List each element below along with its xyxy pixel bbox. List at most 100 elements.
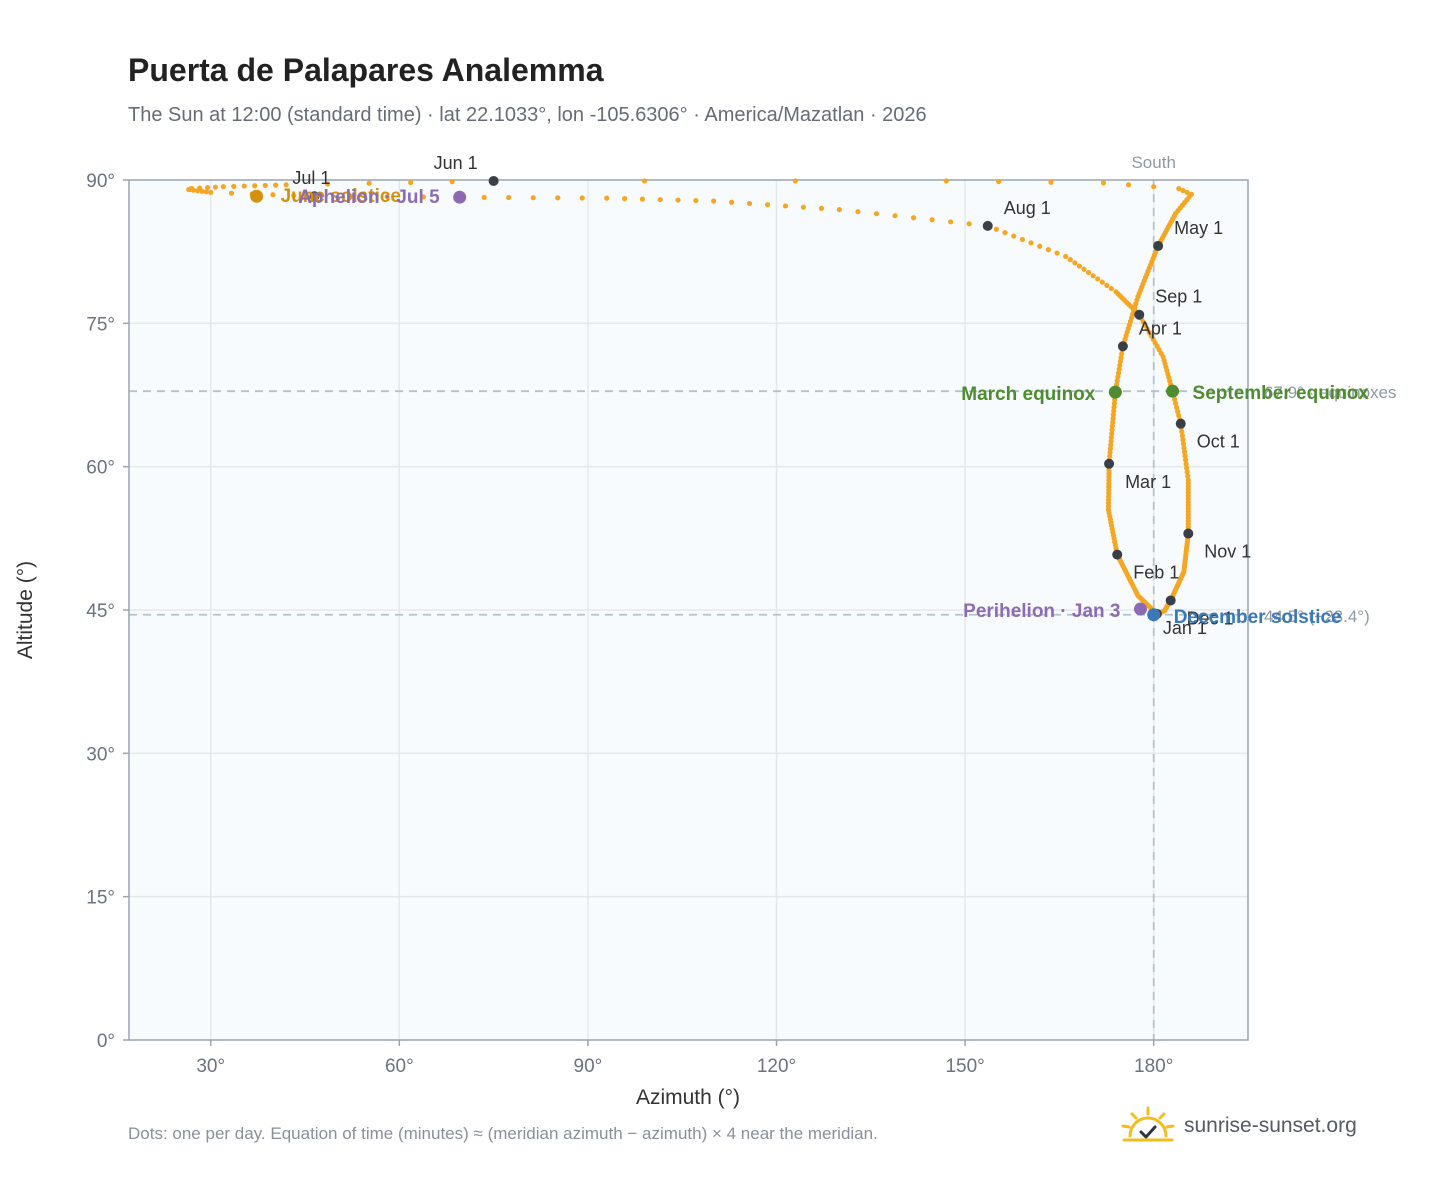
analemma-day-dot (555, 195, 561, 201)
analemma-day-dot (1099, 279, 1105, 285)
month-marker-dot (488, 175, 499, 186)
x-axis-label: Azimuth (°) (636, 1086, 740, 1109)
key-point-dot (1108, 385, 1122, 399)
analemma-day-dot (212, 184, 219, 190)
analemma-day-dot (1063, 253, 1069, 260)
x-tick-label: 150° (945, 1056, 984, 1077)
month-marker-label: Mar 1 (1125, 472, 1171, 492)
analemma-day-dot (996, 178, 1002, 185)
analemma-day-dot (186, 186, 192, 193)
brand-name: sunrise-sunset.org (1184, 1114, 1357, 1137)
analemma-day-dot (639, 196, 645, 202)
analemma-day-dot (1002, 230, 1008, 236)
month-marker-label: Dec 1 (1187, 608, 1234, 628)
analemma-day-dot (283, 182, 289, 188)
analemma-day-dot (1184, 469, 1190, 475)
analemma-day-dot (873, 211, 880, 217)
y-tick-label: 60° (86, 458, 115, 479)
key-point-dot (1134, 602, 1148, 616)
analemma-day-dot (1183, 461, 1189, 467)
month-marker-label: Apr 1 (1139, 318, 1182, 338)
axis-ticks: 30° 60° 90° 120° 150° 180° 0° 15° 30° 45° 60° 75° 90… (86, 171, 1173, 1077)
analemma-day-dot (348, 193, 354, 200)
chart-subtitle: The Sun at 12:00 (standard time) · lat 2… (128, 104, 927, 126)
analemma-day-dot (1107, 453, 1113, 459)
analemma-day-dot (1114, 378, 1120, 384)
key-point-dot (453, 190, 467, 204)
analemma-day-dot (1182, 457, 1189, 463)
analemma-day-dot (241, 183, 247, 189)
key-point-dot (250, 189, 264, 203)
analemma-day-dot (764, 202, 771, 208)
y-tick-label: 45° (86, 601, 115, 622)
analemma-day-dot (892, 213, 898, 219)
analemma-day-dot (1181, 449, 1188, 455)
y-axis-label: Altitude (°) (14, 561, 37, 659)
month-marker-label: Jul 1 (292, 168, 330, 188)
analemma-day-dot (1108, 438, 1114, 444)
analemma-day-dot (408, 179, 414, 186)
month-marker-dot (1104, 458, 1115, 469)
analemma-day-dot (384, 194, 390, 200)
analemma-day-dot (711, 198, 717, 204)
reference-line-label: 67.9° · equinoxes (1264, 383, 1397, 402)
month-marker-label: Sep 1 (1155, 287, 1202, 307)
analemma-day-dot (1176, 412, 1182, 419)
analemma-day-dot (1180, 441, 1187, 447)
analemma-day-dot (910, 215, 917, 221)
analemma-day-dot (449, 179, 455, 185)
analemma-day-dot (948, 219, 954, 225)
analemma-day-dot (836, 207, 842, 213)
analemma-day-dot (621, 196, 628, 202)
analemma-day-dot (1104, 282, 1110, 288)
analemma-day-dot (1037, 243, 1043, 249)
analemma-day-dot (220, 184, 226, 190)
analemma-day-dot (1180, 187, 1186, 194)
analemma-day-dot (1081, 266, 1087, 272)
analemma-day-dot (1090, 273, 1096, 279)
y-tick-label: 30° (86, 744, 115, 765)
analemma-day-dot (1110, 415, 1116, 422)
analemma-day-dot (1067, 257, 1073, 263)
analemma-day-dot (1108, 442, 1114, 448)
analemma-day-dot (1109, 423, 1115, 429)
analemma-day-dot (855, 209, 861, 215)
analemma-day-dot (1111, 400, 1117, 407)
analemma-day-dot (1184, 465, 1190, 471)
analemma-day-dot (1107, 446, 1113, 452)
analemma-day-dot (1115, 370, 1122, 376)
analemma-day-dot (1116, 366, 1122, 372)
analemma-day-dot (1100, 180, 1107, 186)
analemma-day-dot (641, 178, 648, 184)
analemma-day-dot (270, 192, 276, 198)
month-marker-dot (1134, 309, 1145, 320)
analemma-day-dot (1180, 437, 1186, 443)
analemma-day-dot (657, 196, 663, 203)
month-marker-dot (309, 191, 320, 202)
chart-title: Puerta de Palapares Analemma (128, 52, 604, 88)
key-point-label: September equinox (1193, 383, 1370, 404)
analemma-day-dot (481, 194, 487, 200)
analemma-day-dot (291, 192, 297, 199)
analemma-day-dot (1095, 276, 1101, 282)
month-marker-label: Nov 1 (1204, 542, 1251, 562)
analemma-day-dot (1072, 260, 1078, 266)
analemma-day-dot (1109, 431, 1115, 437)
analemma-day-dot (203, 189, 209, 195)
analemma-day-dot (729, 199, 735, 205)
brand-logo[interactable]: sunrise-sunset.org (1120, 1104, 1357, 1148)
y-tick-label: 15° (86, 888, 115, 909)
analemma-day-dot (1108, 285, 1115, 292)
analemma-day-dot (1117, 358, 1123, 365)
analemma-day-dot (252, 183, 258, 189)
month-marker-label: Jun 1 (434, 153, 478, 173)
analemma-day-dot (1085, 269, 1092, 276)
month-marker-dot (1165, 595, 1176, 606)
analemma-day-dot (194, 188, 201, 194)
sun-logo-icon (1121, 1106, 1175, 1142)
analemma-day-dot (1110, 419, 1116, 425)
analemma-day-dot (1109, 427, 1115, 433)
analemma-day-dot (325, 181, 331, 187)
analemma-day-dot (199, 188, 205, 194)
key-point-dot (1166, 384, 1180, 398)
